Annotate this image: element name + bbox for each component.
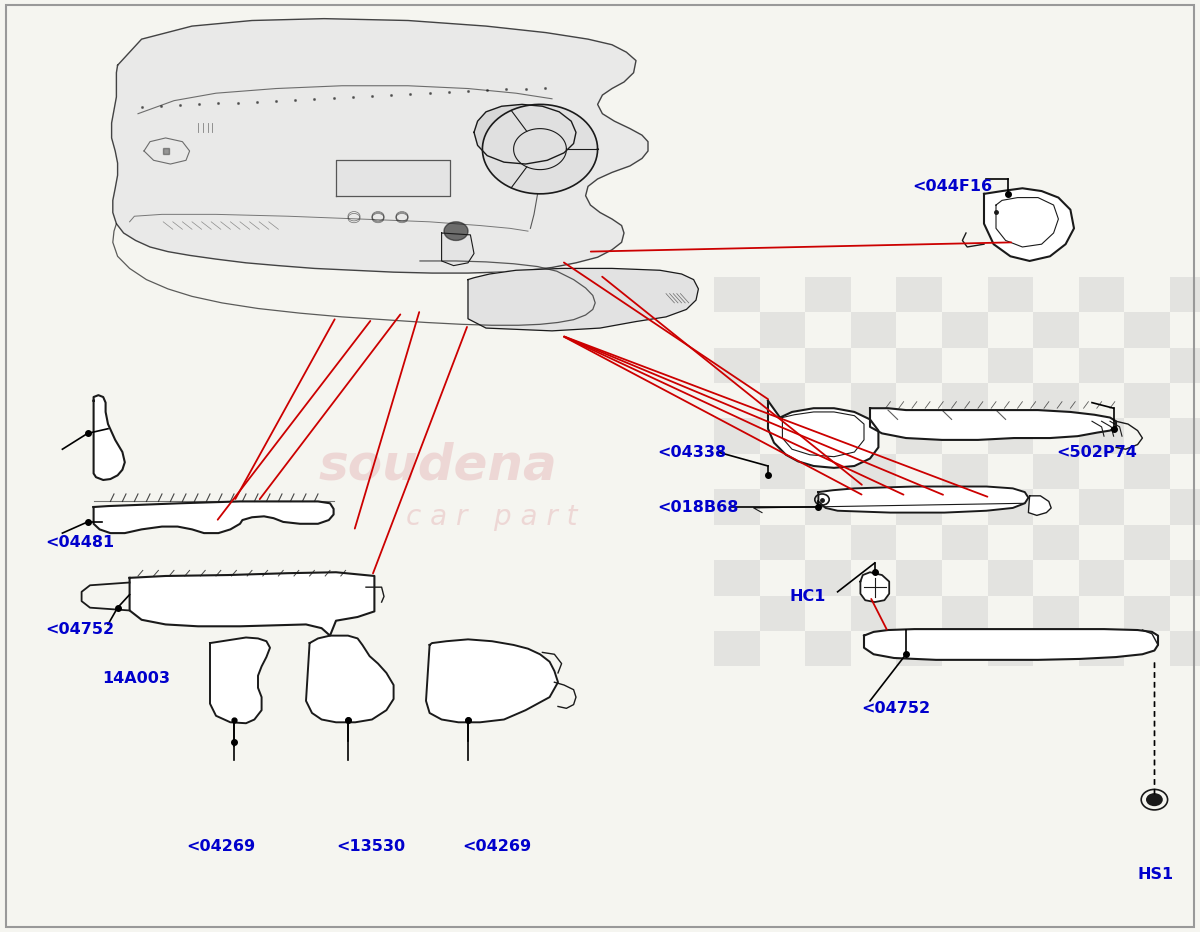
- Polygon shape: [474, 104, 576, 164]
- Polygon shape: [870, 408, 1116, 440]
- Bar: [896, 277, 942, 312]
- Bar: [1033, 525, 1079, 560]
- Polygon shape: [426, 639, 558, 722]
- Polygon shape: [768, 401, 878, 468]
- Bar: [760, 312, 805, 348]
- Bar: [760, 454, 805, 489]
- Text: <04269: <04269: [462, 839, 532, 854]
- Bar: [896, 560, 942, 596]
- Text: HS1: HS1: [1138, 867, 1174, 882]
- Text: HC1: HC1: [790, 589, 826, 604]
- Text: <04752: <04752: [46, 622, 115, 637]
- Bar: [1170, 489, 1200, 525]
- Polygon shape: [112, 19, 648, 273]
- Bar: [1124, 454, 1170, 489]
- Bar: [942, 383, 988, 418]
- Bar: [1170, 631, 1200, 666]
- Text: <04338: <04338: [658, 445, 727, 459]
- Circle shape: [444, 222, 468, 240]
- Bar: [988, 489, 1033, 525]
- Bar: [805, 277, 851, 312]
- Bar: [1079, 489, 1124, 525]
- Bar: [1124, 525, 1170, 560]
- Text: c a r   p a r t: c a r p a r t: [407, 503, 577, 531]
- Bar: [1033, 454, 1079, 489]
- Polygon shape: [818, 487, 1028, 513]
- Bar: [1124, 312, 1170, 348]
- Bar: [760, 383, 805, 418]
- Polygon shape: [442, 233, 474, 266]
- Bar: [896, 489, 942, 525]
- Bar: [1170, 418, 1200, 454]
- Bar: [896, 348, 942, 383]
- Bar: [714, 277, 760, 312]
- Bar: [851, 383, 896, 418]
- Bar: [1033, 596, 1079, 631]
- Bar: [896, 631, 942, 666]
- Text: <044F16: <044F16: [912, 179, 992, 194]
- Bar: [714, 560, 760, 596]
- Polygon shape: [860, 572, 889, 602]
- Polygon shape: [130, 572, 374, 636]
- Bar: [942, 525, 988, 560]
- Bar: [1170, 560, 1200, 596]
- Bar: [714, 631, 760, 666]
- Polygon shape: [306, 636, 394, 722]
- Bar: [1079, 560, 1124, 596]
- Bar: [1124, 596, 1170, 631]
- Bar: [1124, 383, 1170, 418]
- Bar: [1079, 631, 1124, 666]
- Polygon shape: [468, 268, 698, 331]
- Polygon shape: [1028, 496, 1051, 515]
- Bar: [851, 312, 896, 348]
- Bar: [714, 418, 760, 454]
- Bar: [851, 596, 896, 631]
- Bar: [896, 418, 942, 454]
- Bar: [760, 525, 805, 560]
- Bar: [942, 596, 988, 631]
- Bar: [988, 348, 1033, 383]
- Text: soudena: soudena: [319, 442, 557, 490]
- Bar: [1170, 277, 1200, 312]
- Bar: [1079, 418, 1124, 454]
- Polygon shape: [482, 104, 598, 194]
- Bar: [760, 596, 805, 631]
- Bar: [988, 418, 1033, 454]
- Bar: [805, 631, 851, 666]
- Bar: [805, 348, 851, 383]
- Bar: [851, 454, 896, 489]
- Text: <04752: <04752: [862, 701, 931, 716]
- Text: 14A003: 14A003: [102, 671, 170, 686]
- Bar: [1033, 383, 1079, 418]
- Polygon shape: [864, 629, 1158, 660]
- Polygon shape: [210, 637, 270, 723]
- Text: <13530: <13530: [336, 839, 406, 854]
- Polygon shape: [94, 395, 125, 480]
- Polygon shape: [336, 160, 450, 196]
- Bar: [1170, 348, 1200, 383]
- Bar: [805, 418, 851, 454]
- Bar: [988, 560, 1033, 596]
- Text: <04481: <04481: [46, 535, 115, 550]
- Polygon shape: [94, 501, 334, 533]
- Text: <04269: <04269: [186, 839, 256, 854]
- Polygon shape: [984, 188, 1074, 261]
- Text: <502P74: <502P74: [1056, 445, 1136, 459]
- Bar: [1079, 348, 1124, 383]
- Bar: [1033, 312, 1079, 348]
- Bar: [988, 631, 1033, 666]
- Bar: [942, 454, 988, 489]
- Text: <018B68: <018B68: [658, 500, 739, 515]
- Bar: [988, 277, 1033, 312]
- Bar: [1079, 277, 1124, 312]
- Bar: [805, 560, 851, 596]
- Bar: [805, 489, 851, 525]
- Bar: [714, 489, 760, 525]
- Bar: [942, 312, 988, 348]
- Circle shape: [1146, 793, 1163, 806]
- Bar: [714, 348, 760, 383]
- Bar: [851, 525, 896, 560]
